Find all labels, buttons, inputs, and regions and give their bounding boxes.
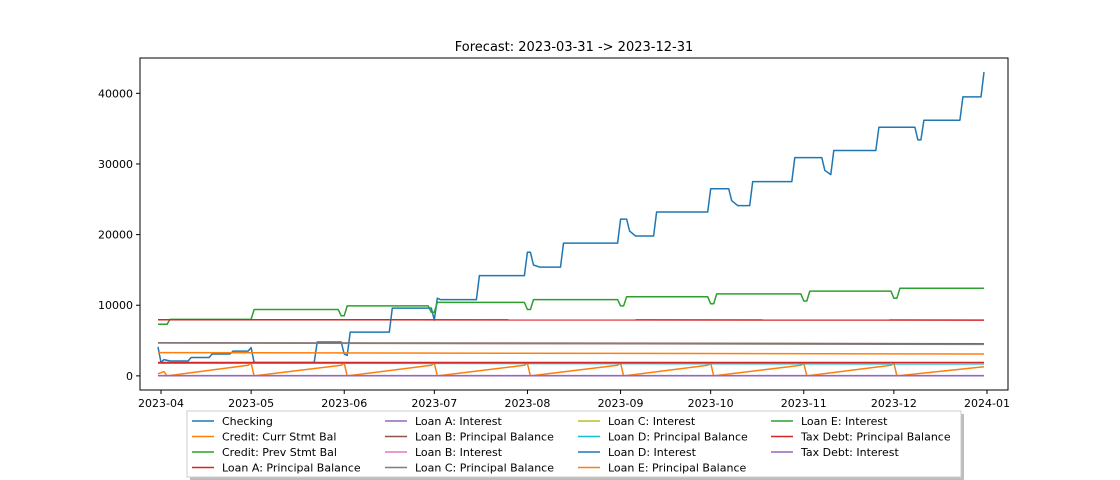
legend-label-9: Loan D: Principal Balance [608, 431, 748, 444]
legend-label-1: Credit: Curr Stmt Bal [222, 431, 336, 444]
legend-label-2: Credit: Prev Stmt Bal [222, 446, 337, 459]
y-tick-label-2: 20000 [98, 229, 133, 242]
x-tick-label-3: 2023-07 [411, 397, 457, 410]
y-tick-label-3: 30000 [98, 158, 133, 171]
x-tick-label-0: 2023-04 [138, 397, 184, 410]
legend-label-12: Loan E: Interest [801, 415, 888, 428]
y-axis: 0 10000 20000 30000 40000 [98, 87, 140, 383]
series-line-1 [157, 362, 985, 377]
x-tick-label-8: 2023-12 [871, 397, 917, 410]
legend-label-8: Loan C: Interest [608, 415, 696, 428]
series-line-7 [157, 342, 985, 346]
plot-area [139, 57, 1009, 391]
x-tick-label-1: 2023-05 [228, 397, 274, 410]
series-line-0 [157, 72, 985, 364]
x-tick-label-4: 2023-08 [504, 397, 550, 410]
x-axis: 2023-04 2023-05 2023-06 2023-07 2023-08 2023-… [138, 390, 1010, 410]
legend-label-11: Loan E: Principal Balance [608, 462, 747, 475]
chart-title: Forecast: 2023-03-31 -> 2023-12-31 [455, 40, 693, 55]
x-tick-label-5: 2023-09 [598, 397, 644, 410]
x-tick-label-2: 2023-06 [321, 397, 367, 410]
legend-label-5: Loan B: Principal Balance [415, 431, 554, 444]
series-line-9 [157, 362, 985, 365]
legend-box [186, 410, 962, 478]
series-line-2 [158, 287, 984, 326]
legend-label-13: Tax Debt: Principal Balance [800, 431, 951, 444]
x-tick-label-6: 2023-10 [688, 397, 734, 410]
x-tick-label-7: 2023-11 [781, 397, 827, 410]
series-layer [157, 72, 985, 377]
y-tick-label-0: 0 [126, 370, 133, 383]
legend-label-3: Loan A: Principal Balance [222, 462, 361, 475]
legend-label-14: Tax Debt: Interest [800, 446, 899, 459]
legend-label-10: Loan D: Interest [608, 446, 697, 459]
y-tick-label-1: 10000 [98, 299, 133, 312]
legend: Checking Credit: Curr Stmt Bal Credit: Pre… [186, 410, 964, 480]
y-tick-label-4: 40000 [98, 87, 133, 100]
x-tick-label-9: 2024-01 [964, 397, 1010, 410]
legend-label-6: Loan B: Interest [415, 446, 503, 459]
legend-label-4: Loan A: Interest [415, 415, 502, 428]
series-line-11 [157, 351, 985, 355]
legend-label-7: Loan C: Principal Balance [415, 462, 554, 475]
legend-label-0: Checking [222, 415, 273, 428]
